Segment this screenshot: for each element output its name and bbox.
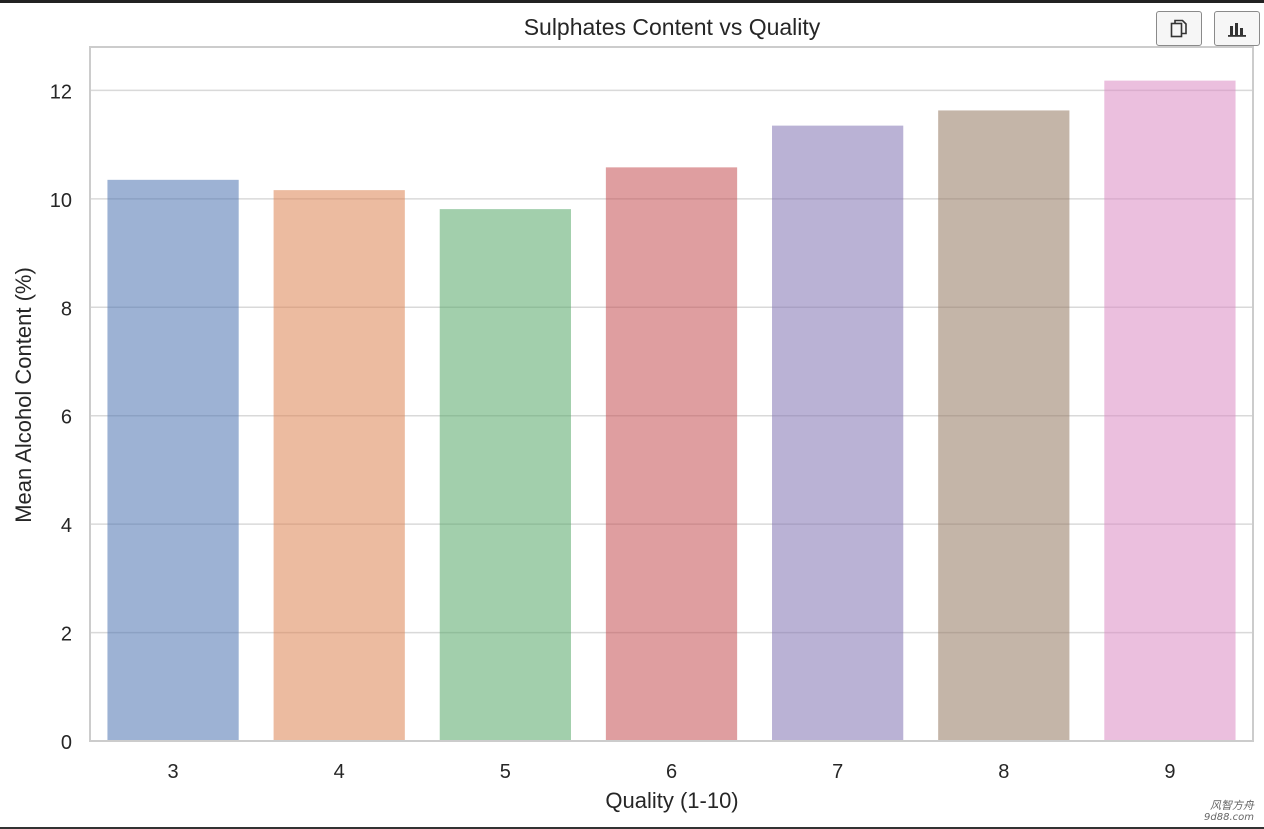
x-tick-label: 6 bbox=[666, 761, 677, 783]
y-tick-label: 0 bbox=[61, 732, 72, 754]
x-tick-label: 7 bbox=[832, 761, 843, 783]
bar-quality-6 bbox=[605, 167, 738, 742]
y-tick-label: 2 bbox=[61, 624, 72, 646]
bar-quality-8 bbox=[938, 110, 1070, 742]
x-tick-label: 4 bbox=[334, 761, 345, 783]
watermark-domain: 9d88.com bbox=[1204, 812, 1254, 823]
y-tick-labels: 0 2 4 6 8 10 12 bbox=[50, 81, 72, 754]
copy-button[interactable] bbox=[1156, 11, 1202, 46]
plot-frame bbox=[89, 46, 1254, 742]
x-axis-label: Quality (1-10) bbox=[605, 788, 738, 813]
watermark: 风智方舟 9d88.com bbox=[1204, 800, 1254, 824]
x-tick-label: 5 bbox=[500, 761, 511, 783]
y-tick-label: 6 bbox=[61, 407, 72, 429]
y-tick-label: 12 bbox=[50, 81, 72, 103]
bars bbox=[107, 80, 1236, 742]
x-tick-label: 3 bbox=[168, 761, 179, 783]
chart-title: Sulphates Content vs Quality bbox=[524, 14, 821, 40]
window-bottom-border bbox=[0, 827, 1264, 829]
watermark-text: 风智方舟 bbox=[1210, 799, 1254, 812]
y-axis-label: Mean Alcohol Content (%) bbox=[11, 267, 36, 523]
y-tick-label: 10 bbox=[50, 190, 72, 212]
bar-quality-3 bbox=[107, 179, 239, 741]
copy-icon bbox=[1170, 19, 1187, 37]
chart-view-button[interactable] bbox=[1214, 11, 1260, 46]
y-tick-label: 4 bbox=[61, 515, 72, 537]
bar-quality-4 bbox=[273, 190, 405, 741]
x-tick-labels: 3 4 5 6 7 8 9 bbox=[168, 761, 1176, 783]
bar-quality-5 bbox=[439, 209, 571, 741]
y-tick-label: 8 bbox=[61, 298, 72, 320]
bar-quality-7 bbox=[772, 125, 904, 741]
window-top-border bbox=[0, 0, 1264, 3]
chart-toolbar bbox=[1156, 11, 1260, 46]
x-tick-label: 8 bbox=[998, 761, 1009, 783]
x-tick-label: 9 bbox=[1164, 761, 1175, 783]
bar-chart-icon bbox=[1228, 22, 1246, 37]
bar-quality-9 bbox=[1104, 80, 1236, 742]
